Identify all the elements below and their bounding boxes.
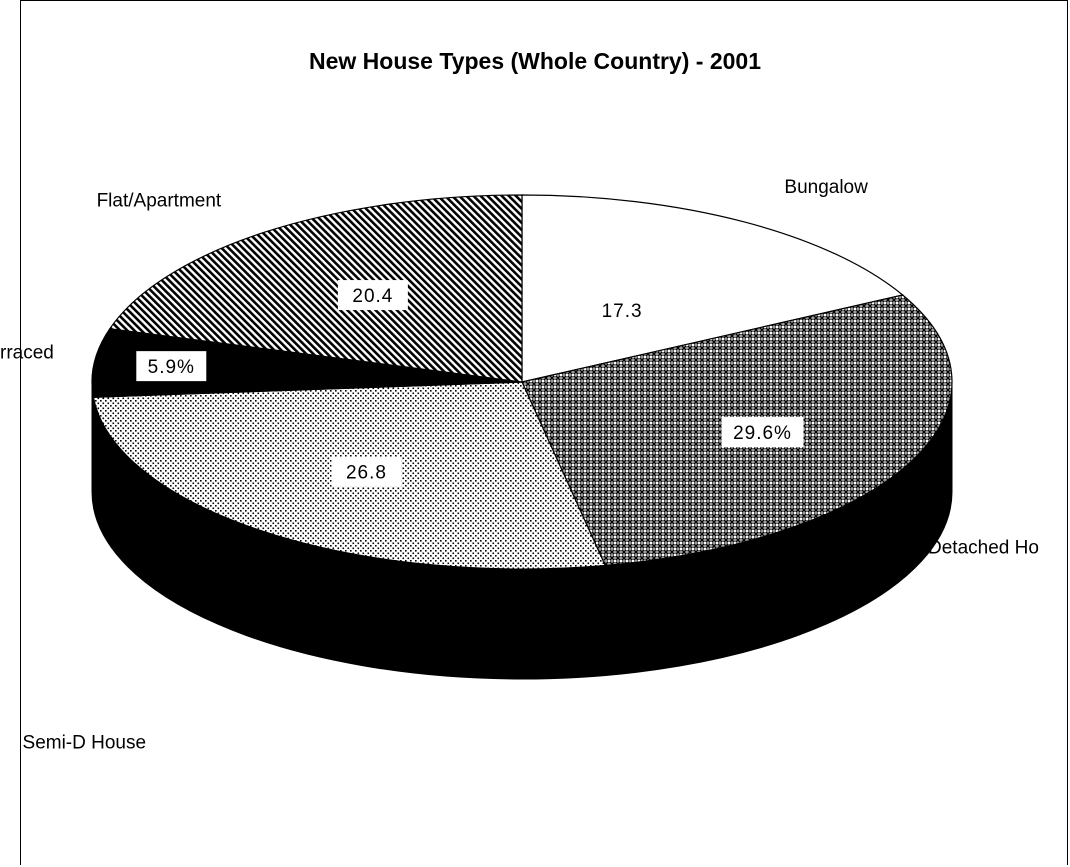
data-label-flat-apartment: 20.4	[337, 280, 408, 311]
svg-text:20.4: 20.4	[352, 286, 393, 307]
pie-slice-bungalow	[521, 194, 904, 383]
data-label-semi-d-house: 26.8	[331, 456, 402, 487]
chart-title: New House Types (Whole Country) - 2001	[309, 48, 761, 74]
category-label-detached-ho: Detached Ho	[928, 537, 1039, 558]
category-label-flat-apartment: Flat/Apartment	[97, 191, 222, 212]
category-label-bungalow: Bungalow	[784, 177, 868, 198]
svg-text:29.6%: 29.6%	[733, 423, 792, 444]
pie-slice-flat-apartment	[108, 194, 523, 383]
category-label-rraced: rraced	[0, 342, 54, 363]
svg-text:26.8: 26.8	[346, 463, 387, 484]
category-label-semi-d-house: Semi-D House	[23, 732, 147, 753]
svg-text:5.9%: 5.9%	[148, 357, 195, 378]
data-label-detached-ho: 29.6%	[721, 417, 804, 448]
svg-text:17.3: 17.3	[602, 301, 643, 322]
data-label-rraced: 5.9%	[136, 351, 207, 382]
data-label-bungalow: 17.3	[587, 294, 658, 325]
